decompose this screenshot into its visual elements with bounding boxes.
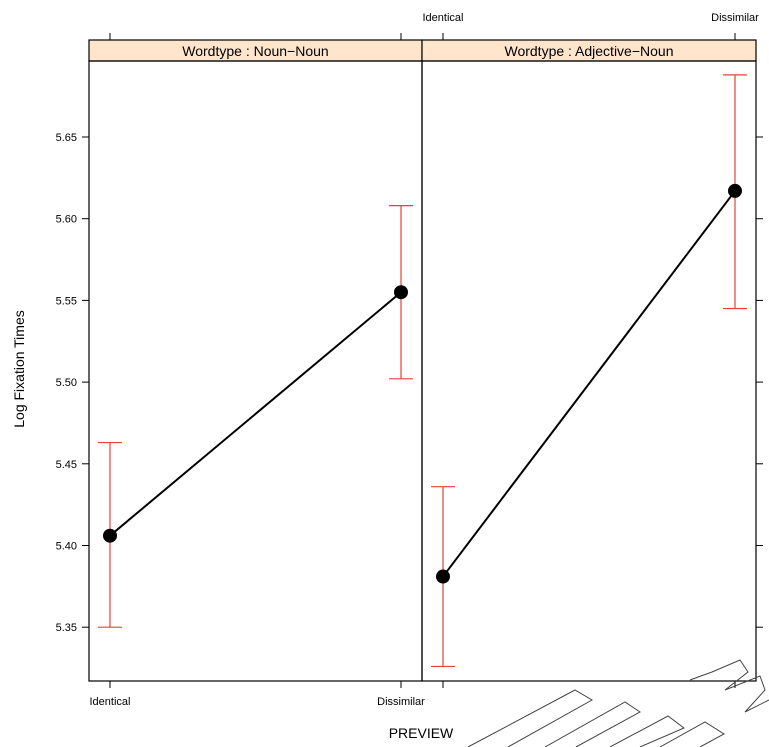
x-tick-label-bottom: Identical <box>90 696 131 708</box>
axis-ticks: 5.35 5.40 5.45 5.50 5.55 5.60 5.65 Identical Ide… <box>56 12 763 708</box>
x-tick-label-bottom: Dissimilar <box>377 696 425 708</box>
series-line <box>109 291 402 537</box>
x-tick-label-top: Identical <box>423 12 464 24</box>
data-point <box>436 569 450 584</box>
panel-frame <box>88 60 423 682</box>
data-point <box>394 285 408 300</box>
panel-frame <box>421 60 757 682</box>
y-tick-label: 5.50 <box>56 377 77 389</box>
panel-frames <box>88 60 757 682</box>
y-tick-label: 5.35 <box>56 622 77 634</box>
y-tick-label: 5.45 <box>56 459 77 471</box>
data-point <box>728 183 742 198</box>
x-tick-label-top: Dissimilar <box>711 12 759 24</box>
strip-label: Wordtype : Adjective−Noun <box>504 43 673 59</box>
y-tick-label: 5.55 <box>56 295 77 307</box>
x-axis-title: PREVIEW <box>389 725 454 741</box>
y-tick-label: 5.40 <box>56 541 77 553</box>
y-tick-label: 5.60 <box>56 214 77 226</box>
y-tick-label: 5.65 <box>56 132 77 144</box>
strip-label: Wordtype : Noun−Noun <box>182 43 328 59</box>
data-marks <box>98 74 747 668</box>
series-line <box>442 190 736 578</box>
strips: Wordtype : Noun−Noun Wordtype : Adjective… <box>88 39 757 62</box>
data-point <box>103 528 117 543</box>
y-axis-title: Log Fixation Times <box>11 310 27 428</box>
watermark-scribble <box>467 659 769 747</box>
